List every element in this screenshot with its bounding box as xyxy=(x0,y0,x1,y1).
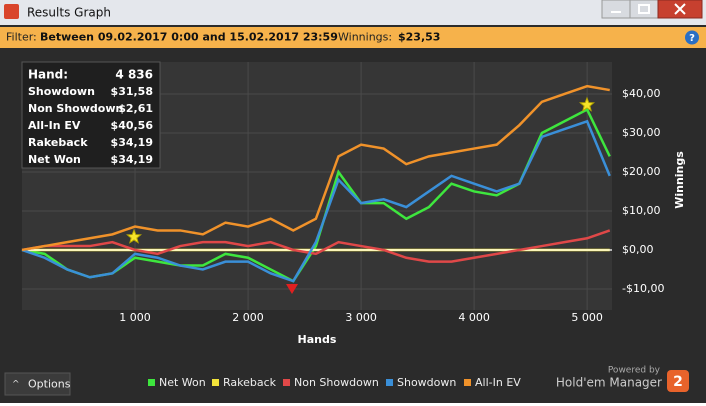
legend-swatch xyxy=(148,379,155,386)
options-label: Options xyxy=(28,378,71,391)
brand-badge-text: 2 xyxy=(673,374,683,390)
stat-value: 4 836 xyxy=(115,68,153,82)
y-tick-label: $30,00 xyxy=(622,126,661,139)
y-tick-label: $40,00 xyxy=(622,87,661,100)
legend: Net Won Rakeback Non Showdown Showdown All-I… xyxy=(148,376,521,389)
x-tick-label: 1 000 xyxy=(119,311,151,324)
brand-badge xyxy=(667,370,689,392)
x-tick-label: 5 000 xyxy=(571,311,603,324)
filter-text: Between 09.02.2017 0:00 and 15.02.2017 2… xyxy=(40,31,338,44)
legend-label: Non Showdown xyxy=(294,376,379,389)
stats-list: Hand: 4 836 Showdown $31,58 Non Showdown$2,6… xyxy=(28,68,153,167)
stats-box xyxy=(21,61,161,169)
legend-label: All-In EV xyxy=(475,376,521,389)
event-star xyxy=(579,96,595,112)
plot xyxy=(21,62,612,310)
x-tick-label: 4 000 xyxy=(458,311,490,324)
stat-label: Showdown xyxy=(28,85,95,98)
legend-swatch xyxy=(283,379,290,386)
series-line xyxy=(21,229,611,263)
winnings-label: Winnings: xyxy=(338,31,392,44)
stat-value: $2,61 xyxy=(118,102,153,115)
maximize-button[interactable] xyxy=(629,0,659,19)
window-title: Results Graph xyxy=(27,6,111,20)
y-tick-label: $20,00 xyxy=(622,165,661,178)
powered-by: Powered by xyxy=(608,366,661,376)
stat-label: All-In EV xyxy=(28,119,81,132)
x-axis-label: Hands xyxy=(298,333,337,346)
stat-label: Net Won xyxy=(28,153,81,166)
brand-name: Hold'em Manager xyxy=(556,376,662,390)
stat-value: $31,58 xyxy=(111,85,153,98)
y-tick-label: $10,00 xyxy=(622,204,661,217)
y-tick-label: $0,00 xyxy=(622,243,654,256)
options-caret: ^ xyxy=(12,380,20,390)
stat-value: $34,19 xyxy=(111,136,153,149)
event-star xyxy=(126,228,142,244)
stat-label: Non Showdown xyxy=(28,102,123,115)
help-button[interactable] xyxy=(685,30,699,45)
options-button[interactable] xyxy=(4,372,71,396)
stat-value: $34,19 xyxy=(111,153,153,166)
y-tick-label: -$10,00 xyxy=(622,282,664,295)
filter-label: Filter: xyxy=(6,31,37,44)
title-bar xyxy=(0,0,706,25)
min-marker xyxy=(286,284,298,294)
series-line xyxy=(21,84,610,252)
x-tick-label: 3 000 xyxy=(345,311,377,324)
legend-swatch xyxy=(212,379,219,386)
x-tick-label: 2 000 xyxy=(232,311,264,324)
help-icon: ? xyxy=(689,33,695,44)
filter-bar xyxy=(0,27,706,48)
legend-label: Net Won xyxy=(159,376,206,389)
window-control-icons xyxy=(611,3,686,15)
minimize-button[interactable] xyxy=(601,0,631,19)
y-axis-label: Winnings xyxy=(673,151,686,209)
stat-label: Rakeback xyxy=(28,136,88,149)
stat-value: $40,56 xyxy=(111,119,154,132)
app-icon xyxy=(4,4,19,19)
legend-label: Rakeback xyxy=(223,376,277,389)
legend-swatch xyxy=(386,379,393,386)
legend-label: Showdown xyxy=(397,376,456,389)
stat-label: Hand: xyxy=(28,68,68,82)
legend-swatch xyxy=(464,379,471,386)
winnings-value: $23,53 xyxy=(398,31,440,44)
series-line xyxy=(21,119,611,283)
